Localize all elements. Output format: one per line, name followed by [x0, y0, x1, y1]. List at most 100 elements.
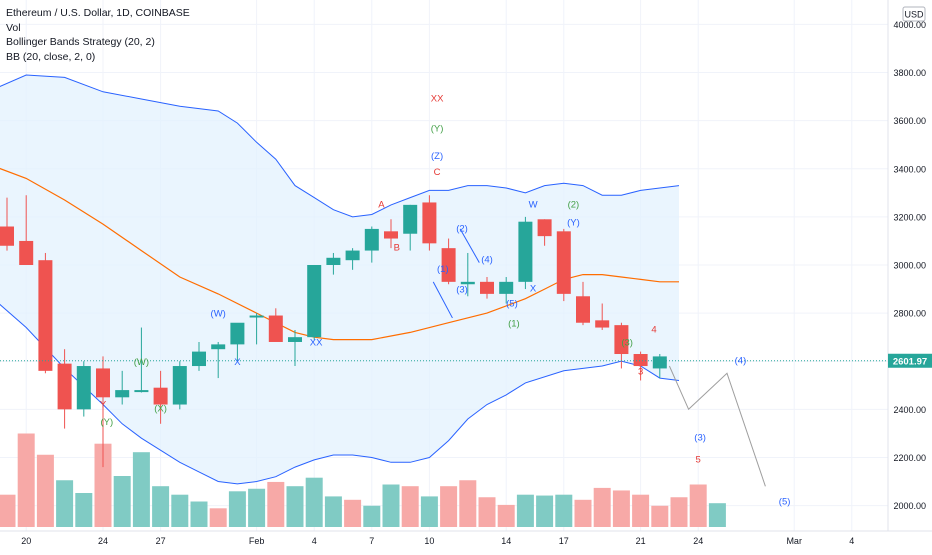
- candle[interactable]: [76, 361, 91, 417]
- wave-line: [459, 228, 480, 263]
- wave-label: (4): [481, 255, 493, 266]
- wave-label: 3: [638, 366, 643, 377]
- candle[interactable]: [595, 303, 610, 330]
- candle[interactable]: [19, 195, 34, 265]
- upper-band-line: [0, 74, 680, 218]
- candle-body: [614, 325, 629, 355]
- candle-body: [518, 221, 533, 282]
- candle-body: [115, 390, 130, 398]
- candle[interactable]: [364, 226, 379, 263]
- candle-body: [230, 322, 245, 345]
- candles: [0, 195, 888, 468]
- wave-label: (Y): [101, 417, 114, 428]
- price-axis[interactable]: [888, 0, 932, 531]
- candle[interactable]: [480, 277, 494, 299]
- candle[interactable]: [57, 349, 72, 429]
- y-tick-label: 3400.00: [893, 164, 926, 174]
- candle[interactable]: [384, 219, 398, 249]
- basis-line: [0, 167, 679, 341]
- candle[interactable]: [153, 370, 168, 424]
- volume-bar: [516, 494, 534, 527]
- candle[interactable]: [326, 252, 341, 275]
- candle[interactable]: [460, 252, 475, 297]
- candle-body: [595, 320, 610, 328]
- candle[interactable]: [441, 238, 456, 285]
- candle[interactable]: [345, 248, 360, 270]
- candle-body: [480, 281, 494, 294]
- candle[interactable]: [134, 327, 149, 393]
- wave-label: X: [234, 357, 241, 368]
- wave-label: B: [394, 243, 400, 254]
- volume-bar: [536, 495, 554, 527]
- candle[interactable]: [172, 361, 187, 410]
- candle[interactable]: [230, 322, 245, 362]
- candle[interactable]: [115, 370, 130, 405]
- candle-body: [249, 315, 264, 318]
- candle[interactable]: [556, 228, 571, 302]
- candle[interactable]: [211, 341, 226, 379]
- legend-volume[interactable]: Vol: [6, 21, 21, 34]
- candle[interactable]: [38, 252, 53, 374]
- volume-bar: [382, 484, 400, 527]
- time-axis[interactable]: [0, 531, 932, 550]
- currency-badge[interactable]: [902, 6, 926, 22]
- x-tick-label: 27: [156, 536, 166, 546]
- x-tick-label: 24: [98, 536, 108, 546]
- candle[interactable]: [422, 195, 437, 251]
- volume-bars: [0, 433, 726, 527]
- candle[interactable]: [96, 356, 110, 468]
- candle[interactable]: [576, 281, 590, 326]
- x-tick-label: 17: [559, 536, 569, 546]
- candle-body: [576, 296, 590, 323]
- volume-bar: [651, 505, 669, 527]
- volume-bar: [75, 493, 93, 527]
- band-fill: [0, 75, 679, 484]
- candle-body: [192, 351, 206, 367]
- candle[interactable]: [268, 308, 283, 342]
- wave-label: (3): [621, 338, 633, 349]
- candle-body: [288, 337, 302, 342]
- volume-bar: [56, 480, 74, 527]
- volume-bar: [363, 505, 381, 527]
- candle[interactable]: [192, 341, 206, 371]
- x-tick-label: 14: [501, 536, 511, 546]
- projection-line: [668, 365, 766, 487]
- candle[interactable]: [307, 265, 322, 340]
- candle[interactable]: [288, 329, 302, 367]
- volume-bar: [344, 499, 362, 527]
- wave-label: (W): [134, 357, 149, 368]
- candle[interactable]: [518, 216, 533, 290]
- candle-body: [172, 366, 187, 405]
- volume-bar: [497, 504, 515, 527]
- candle-body: [307, 265, 322, 338]
- candle[interactable]: [499, 277, 514, 304]
- wave-label: (1): [508, 318, 520, 329]
- chart-legend: Ethereum / U.S. Dollar, 1D, COINBASE Vol…: [6, 6, 190, 64]
- volume-bar: [152, 486, 170, 527]
- currency-label: USD: [904, 10, 924, 20]
- candle[interactable]: [0, 197, 14, 251]
- wave-label: (Y): [431, 123, 444, 134]
- candle[interactable]: [652, 354, 667, 379]
- wave-label: (2): [456, 223, 468, 234]
- wave-label: (W): [211, 309, 226, 320]
- candle-body: [153, 387, 168, 405]
- wave-label: 4: [651, 324, 656, 335]
- legend-bb[interactable]: BB (20, close, 2, 0): [6, 50, 96, 63]
- candle[interactable]: [403, 204, 418, 251]
- legend-strategy[interactable]: Bollinger Bands Strategy (20, 2): [6, 36, 155, 48]
- wave-line: [432, 281, 453, 319]
- candle-body: [268, 315, 283, 342]
- volume-bar: [248, 488, 266, 527]
- projection-path: [432, 228, 766, 487]
- candle[interactable]: [633, 351, 648, 381]
- x-tick-label: 21: [636, 536, 646, 546]
- volume-bar: [171, 494, 189, 527]
- candle[interactable]: [249, 313, 264, 345]
- wave-label: (5): [779, 496, 791, 507]
- candle[interactable]: [537, 219, 552, 246]
- candle-body: [460, 281, 475, 285]
- legend-symbol[interactable]: Ethereum / U.S. Dollar, 1D, COINBASE: [6, 7, 190, 19]
